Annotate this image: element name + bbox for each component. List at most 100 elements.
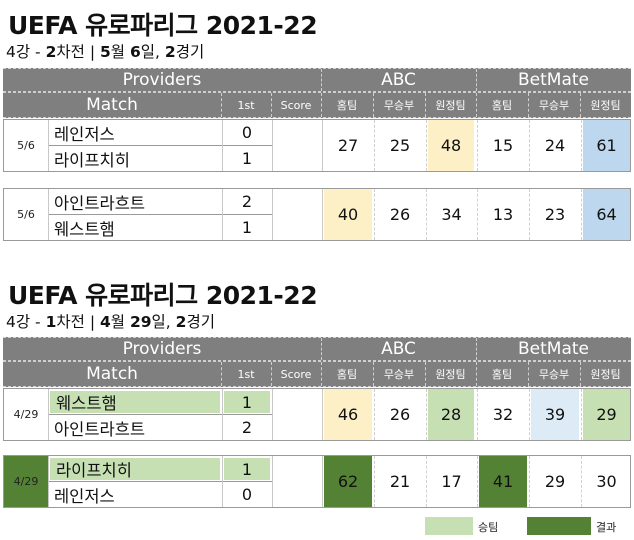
abc-home-odds: 46 (324, 389, 372, 440)
subtitle-text: 일, (140, 43, 165, 61)
away-first-half: 1 (241, 218, 253, 237)
score-header: Score (280, 99, 312, 112)
abc-draw-odds: 21 (389, 472, 411, 491)
betmate-away-odds: 29 (583, 389, 630, 440)
betmate-draw-odds: 23 (544, 205, 566, 224)
abc-home-header: 홈팀 (336, 368, 358, 381)
abc-draw-odds: 26 (389, 405, 411, 424)
away-first-half: 0 (241, 485, 253, 504)
first-half-header: 1st (237, 368, 255, 381)
subtitle-text: 일, (151, 313, 176, 331)
section2-subtitle: 4강 - 1차전 | 4월 29일, 2경기 (6, 310, 215, 332)
match-row: 4/29 웨스트햄 아인트라흐트 1 2 46 26 28 32 39 29 (3, 388, 631, 441)
match-row: 4/29 라이프치히 레인저스 1 0 62 21 17 41 29 30 (3, 455, 631, 508)
subtitle-number: 29 (129, 313, 152, 331)
subtitle-text: 차전 | (56, 313, 100, 331)
subtitle-number: 5 (99, 43, 111, 61)
betmate-away-header: 원정팀 (590, 368, 621, 381)
away-first-half: 1 (241, 149, 253, 168)
home-team: 레인저스 (54, 124, 115, 144)
subtitle-number: 2 (45, 43, 57, 61)
betmate-away-odds: 61 (583, 120, 630, 171)
section2-title: UEFA 유로파리그 2021-22 (8, 281, 318, 310)
home-team: 라이프치히 (50, 458, 220, 480)
betmate-home-odds: 41 (479, 456, 527, 507)
subtitle-text: 4강 - (6, 43, 46, 61)
legend-result-swatch (527, 517, 591, 535)
betmate-away-odds: 64 (583, 189, 630, 240)
betmate-away-odds: 30 (596, 472, 617, 491)
betmate-draw-odds: 24 (544, 136, 566, 155)
betmate-draw-odds: 39 (531, 389, 579, 440)
match-date: 5/6 (17, 208, 35, 221)
subtitle-number: 6 (129, 43, 141, 61)
abc-header: ABC (381, 339, 416, 359)
header-row-columns: Match 1st Score 홈팀 무승부 원정팀 홈팀 무승부 원정팀 (3, 361, 631, 387)
first-half-header: 1st (237, 99, 255, 112)
legend-win-swatch (425, 517, 473, 535)
home-first-half: 1 (224, 391, 270, 413)
home-first-half: 0 (241, 123, 253, 142)
match-header: Match (86, 364, 138, 384)
legend-result-label: 결과 (596, 521, 617, 534)
subtitle-number: 2 (175, 313, 187, 331)
home-first-half: 2 (241, 192, 253, 211)
betmate-header: BetMate (518, 70, 589, 90)
away-team: 라이프치히 (54, 150, 130, 170)
subtitle-text: 4강 - (6, 313, 46, 331)
abc-draw-header: 무승부 (383, 368, 415, 381)
match-date: 4/29 (13, 408, 39, 421)
subtitle-text: 차전 | (56, 43, 100, 61)
abc-home-odds: 40 (324, 189, 372, 240)
abc-draw-odds: 25 (389, 136, 411, 155)
abc-home-header: 홈팀 (336, 99, 358, 112)
abc-away-odds: 17 (441, 472, 462, 491)
match-row: 5/6 아인트라흐트 웨스트햄 2 1 40 26 34 13 23 64 (3, 188, 631, 241)
subtitle-text: 경기 (175, 43, 205, 61)
betmate-header: BetMate (518, 339, 589, 359)
home-team: 웨스트햄 (50, 391, 220, 413)
header-row-providers: Providers ABC BetMate (3, 68, 631, 92)
score-header: Score (280, 368, 312, 381)
subtitle-text: 월 (110, 43, 130, 61)
abc-away-header: 원정팀 (435, 99, 466, 112)
away-first-half: 2 (241, 418, 253, 437)
legend-win-label: 승팀 (478, 521, 499, 534)
betmate-home-header: 홈팀 (491, 368, 513, 381)
home-first-half: 1 (224, 458, 270, 480)
betmate-draw-odds: 29 (544, 472, 566, 491)
abc-draw-odds: 26 (389, 205, 411, 224)
match-row: 5/6 레인저스 라이프치히 0 1 27 25 48 15 24 61 (3, 119, 631, 172)
away-team: 웨스트햄 (54, 219, 115, 239)
betmate-home-odds: 15 (492, 136, 514, 155)
abc-away-odds: 28 (428, 389, 474, 440)
providers-header: Providers (122, 339, 202, 359)
away-team: 레인저스 (54, 486, 115, 506)
subtitle-text: 월 (110, 313, 130, 331)
header-row-columns: Match 1st Score 홈팀 무승부 원정팀 홈팀 무승부 원정팀 (3, 92, 631, 118)
match-date: 4/29 (4, 456, 48, 507)
betmate-away-header: 원정팀 (590, 99, 621, 112)
match-header: Match (86, 95, 138, 115)
abc-home-odds: 27 (337, 136, 359, 155)
subtitle-number: 2 (164, 43, 176, 61)
betmate-draw-header: 무승부 (538, 368, 570, 381)
betmate-home-odds: 13 (492, 205, 514, 224)
betmate-home-header: 홈팀 (491, 99, 513, 112)
abc-away-odds: 48 (428, 120, 474, 171)
abc-header: ABC (381, 70, 416, 90)
away-team: 아인트라흐트 (54, 419, 146, 439)
providers-header: Providers (122, 70, 202, 90)
section1-title: UEFA 유로파리그 2021-22 (8, 11, 318, 40)
abc-away-odds: 34 (441, 205, 462, 224)
betmate-draw-header: 무승부 (538, 99, 570, 112)
abc-away-header: 원정팀 (435, 368, 466, 381)
section1-subtitle: 4강 - 2차전 | 5월 6일, 2경기 (6, 40, 204, 62)
abc-home-odds: 62 (324, 456, 372, 507)
abc-draw-header: 무승부 (383, 99, 415, 112)
subtitle-number: 1 (45, 313, 57, 331)
subtitle-text: 경기 (186, 313, 215, 331)
betmate-home-odds: 32 (492, 405, 514, 424)
match-date: 5/6 (17, 139, 35, 152)
home-team: 아인트라흐트 (54, 193, 146, 213)
